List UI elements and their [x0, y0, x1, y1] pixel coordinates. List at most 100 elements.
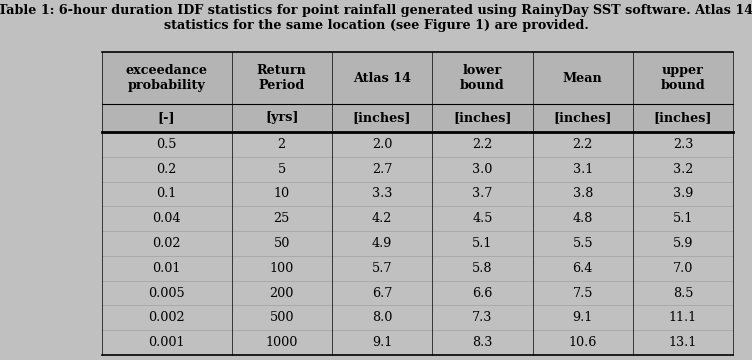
Bar [232, 330, 332, 355]
Text: 2.2: 2.2 [472, 138, 493, 151]
Bar [102, 132, 232, 157]
Bar [102, 256, 232, 281]
Bar [432, 132, 532, 157]
Text: 1000: 1000 [265, 336, 298, 349]
Text: 6.7: 6.7 [372, 287, 393, 300]
Text: 5.1: 5.1 [472, 237, 493, 250]
Bar [232, 52, 332, 104]
Text: [inches]: [inches] [453, 112, 511, 125]
Bar [332, 104, 432, 132]
Text: 3.1: 3.1 [572, 163, 593, 176]
Text: 7.5: 7.5 [572, 287, 593, 300]
Bar [432, 256, 532, 281]
Text: Return
Period: Return Period [256, 64, 307, 92]
Text: 5.7: 5.7 [371, 262, 393, 275]
Text: 0.04: 0.04 [153, 212, 180, 225]
Text: 8.5: 8.5 [673, 287, 693, 300]
Text: [-]: [-] [158, 112, 175, 125]
Text: 5.5: 5.5 [572, 237, 593, 250]
Text: 2.2: 2.2 [572, 138, 593, 151]
Bar [633, 181, 733, 206]
Bar [232, 305, 332, 330]
Bar [532, 132, 633, 157]
Text: 6.4: 6.4 [572, 262, 593, 275]
Bar [102, 157, 232, 181]
Text: 2: 2 [277, 138, 286, 151]
Bar [332, 330, 432, 355]
Text: 3.8: 3.8 [572, 188, 593, 201]
Bar [232, 281, 332, 305]
Text: 9.1: 9.1 [572, 311, 593, 324]
Bar [232, 132, 332, 157]
Text: 0.5: 0.5 [156, 138, 177, 151]
Text: 10.6: 10.6 [569, 336, 597, 349]
Bar [332, 206, 432, 231]
Text: upper
bound: upper bound [661, 64, 705, 92]
Bar [633, 281, 733, 305]
Text: Table 1: 6-hour duration IDF statistics for point rainfall generated using Rainy: Table 1: 6-hour duration IDF statistics … [0, 4, 752, 32]
Bar [633, 256, 733, 281]
Text: 0.002: 0.002 [148, 311, 185, 324]
Bar [332, 52, 432, 104]
Bar [633, 52, 733, 104]
Bar [102, 281, 232, 305]
Bar [633, 157, 733, 181]
Text: [inches]: [inches] [353, 112, 411, 125]
Bar [432, 330, 532, 355]
Bar [633, 132, 733, 157]
Bar [532, 52, 633, 104]
Text: 3.0: 3.0 [472, 163, 493, 176]
Bar [633, 305, 733, 330]
Bar [332, 281, 432, 305]
Text: 0.01: 0.01 [153, 262, 180, 275]
Text: 3.9: 3.9 [673, 188, 693, 201]
Bar [532, 157, 633, 181]
Bar [532, 305, 633, 330]
Text: exceedance
probability: exceedance probability [126, 64, 208, 92]
Text: 8.0: 8.0 [372, 311, 393, 324]
Text: 3.3: 3.3 [372, 188, 393, 201]
Bar [232, 157, 332, 181]
Bar [532, 206, 633, 231]
Text: 11.1: 11.1 [669, 311, 697, 324]
Bar [332, 132, 432, 157]
Bar [432, 305, 532, 330]
Text: 100: 100 [270, 262, 294, 275]
Bar [102, 330, 232, 355]
Bar [102, 231, 232, 256]
Bar [102, 181, 232, 206]
Text: 5.1: 5.1 [673, 212, 693, 225]
Bar [633, 330, 733, 355]
Text: [yrs]: [yrs] [265, 112, 299, 125]
Bar [432, 181, 532, 206]
Text: 0.001: 0.001 [148, 336, 185, 349]
Text: 0.02: 0.02 [153, 237, 180, 250]
Text: [inches]: [inches] [653, 112, 712, 125]
Bar [432, 206, 532, 231]
Text: 5: 5 [277, 163, 286, 176]
Text: 8.3: 8.3 [472, 336, 493, 349]
Text: 50: 50 [274, 237, 290, 250]
Text: Atlas 14: Atlas 14 [353, 72, 411, 85]
Bar [633, 206, 733, 231]
Bar [432, 52, 532, 104]
Text: Mean: Mean [562, 72, 602, 85]
Bar [432, 231, 532, 256]
Bar [532, 181, 633, 206]
Text: 4.2: 4.2 [372, 212, 393, 225]
Text: 9.1: 9.1 [372, 336, 393, 349]
Text: 0.005: 0.005 [148, 287, 185, 300]
Bar [232, 181, 332, 206]
Bar [232, 206, 332, 231]
Bar [102, 104, 232, 132]
Text: 13.1: 13.1 [669, 336, 697, 349]
Text: 7.0: 7.0 [673, 262, 693, 275]
Text: [inches]: [inches] [553, 112, 612, 125]
Text: 4.8: 4.8 [572, 212, 593, 225]
Text: 10: 10 [274, 188, 290, 201]
Text: lower
bound: lower bound [460, 64, 505, 92]
Bar [232, 104, 332, 132]
Text: 3.7: 3.7 [472, 188, 493, 201]
Text: 0.1: 0.1 [156, 188, 177, 201]
Text: 7.3: 7.3 [472, 311, 493, 324]
